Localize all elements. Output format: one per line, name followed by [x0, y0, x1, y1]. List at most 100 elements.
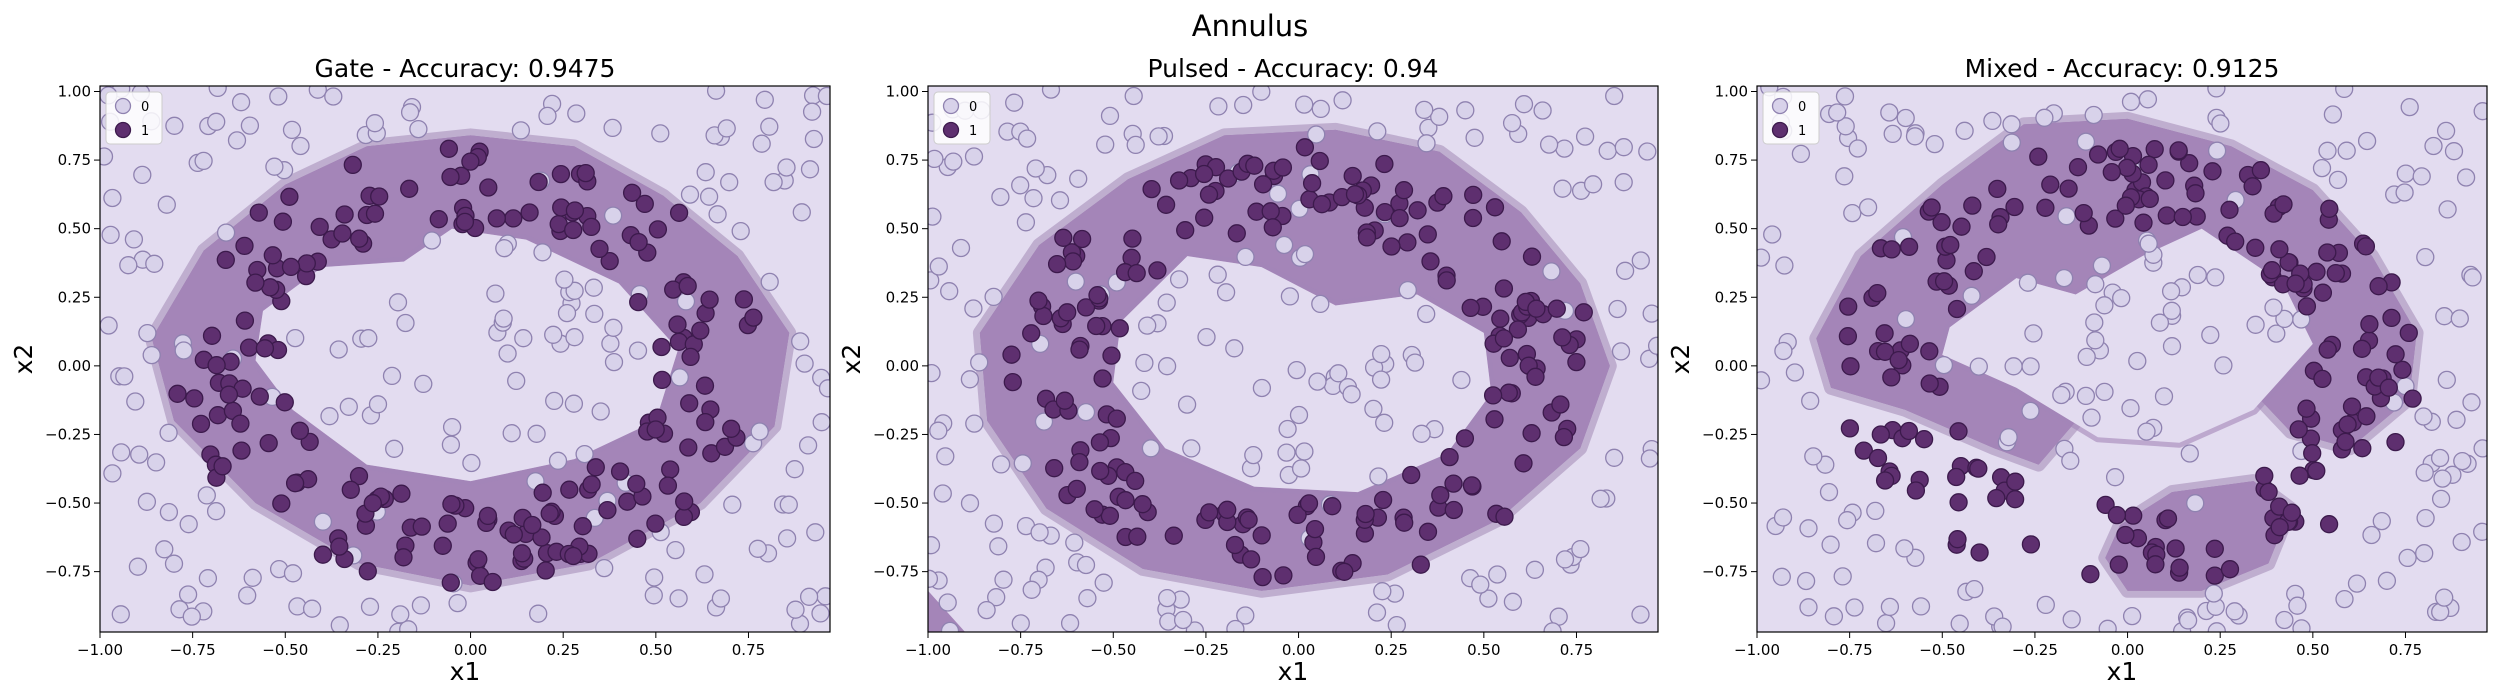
point-class-1	[1499, 383, 1518, 402]
point-class-0	[2416, 508, 2435, 528]
point-class-1	[1091, 461, 1110, 481]
point-class-0	[1843, 203, 1862, 223]
point-class-0	[329, 340, 348, 359]
point-class-1	[2356, 237, 2376, 256]
point-class-0	[1757, 371, 1771, 390]
point-class-0	[1801, 391, 1820, 411]
point-class-0	[1819, 482, 1839, 502]
point-class-0	[119, 256, 138, 275]
point-class-1	[2352, 339, 2372, 358]
point-class-1	[1029, 291, 1048, 310]
panel-title: Mixed - Accuracy: 0.9125	[1965, 54, 2280, 83]
point-class-1	[1176, 221, 1195, 240]
point-class-0	[936, 447, 955, 466]
point-class-0	[529, 604, 548, 623]
point-class-1	[461, 152, 480, 171]
point-class-0	[128, 557, 148, 576]
x-tick-label: 0.25	[2203, 641, 2236, 659]
point-class-1	[1305, 519, 1325, 539]
point-class-1	[1871, 425, 1890, 444]
point-class-0	[760, 272, 779, 292]
point-class-1	[2029, 147, 2048, 166]
point-class-1	[1554, 427, 1574, 447]
point-class-0	[1016, 213, 1036, 232]
legend-box	[105, 91, 163, 145]
point-class-0	[2357, 131, 2377, 151]
point-class-1	[1947, 467, 1966, 487]
panel-title: Gate - Accuracy: 0.9475	[315, 54, 616, 83]
point-class-0	[1022, 580, 1041, 599]
point-class-0	[1371, 370, 1391, 389]
panel-pulsed: Pulsed - Accuracy: 0.94 x1 x2 −1.00 −0.7…	[837, 54, 1659, 686]
point-class-1	[479, 178, 498, 197]
point-class-0	[130, 445, 149, 464]
point-class-0	[1291, 459, 1311, 478]
point-class-1	[2279, 253, 2298, 272]
point-class-1	[1875, 324, 1894, 343]
point-class-1	[1110, 319, 1129, 338]
point-class-1	[433, 536, 452, 555]
point-class-1	[1156, 195, 1176, 214]
point-class-1	[1947, 299, 1967, 319]
point-class-1	[598, 500, 617, 520]
point-class-0	[1041, 86, 1061, 99]
point-class-1	[1127, 263, 1146, 283]
point-class-1	[1922, 198, 1941, 217]
point-class-0	[1011, 176, 1030, 195]
point-class-0	[2201, 325, 2220, 345]
point-class-0	[1126, 135, 1145, 155]
point-class-0	[604, 318, 623, 337]
point-class-0	[1993, 617, 2012, 632]
point-class-0	[1412, 424, 1431, 443]
point-class-0	[286, 328, 305, 348]
point-class-0	[2225, 602, 2244, 621]
point-class-1	[1840, 419, 1860, 438]
point-class-1	[273, 212, 293, 231]
point-class-0	[1005, 93, 1024, 112]
point-class-0	[2095, 296, 2114, 315]
point-class-1	[573, 517, 592, 536]
point-class-1	[1302, 174, 1322, 193]
legend-label-class-1: 1	[969, 124, 977, 139]
point-class-0	[1533, 101, 1552, 120]
point-class-0	[2086, 331, 2105, 350]
point-class-1	[576, 163, 595, 183]
point-class-1	[2297, 399, 2316, 418]
point-class-1	[1527, 299, 1546, 318]
point-class-1	[1390, 208, 1409, 228]
point-class-1	[551, 164, 571, 184]
point-class-1	[582, 217, 601, 237]
point-class-1	[722, 419, 741, 438]
point-class-1	[1022, 324, 1041, 343]
point-class-0	[2431, 489, 2451, 509]
point-class-0	[2178, 611, 2198, 630]
point-class-0	[960, 494, 980, 513]
point-class-1	[191, 414, 211, 434]
point-class-0	[1456, 101, 1475, 120]
point-class-1	[1839, 297, 1858, 316]
point-class-0	[2473, 522, 2487, 541]
point-class-0	[644, 586, 663, 605]
x-tick-label: 0.75	[2389, 641, 2422, 659]
point-class-0	[2062, 610, 2081, 629]
point-class-0	[1488, 565, 1507, 584]
point-class-0	[984, 287, 1003, 307]
point-class-0	[1465, 128, 1484, 147]
point-class-0	[1542, 262, 1561, 281]
point-class-1	[1854, 441, 1873, 460]
point-class-0	[2150, 313, 2170, 332]
point-class-0	[1905, 127, 1925, 146]
point-class-0	[567, 104, 586, 123]
point-class-0	[1132, 381, 1151, 401]
point-class-1	[1047, 254, 1067, 274]
point-class-0	[174, 341, 193, 360]
point-class-0	[1848, 139, 1867, 158]
point-class-1	[679, 438, 698, 457]
y-tick-label: −0.75	[873, 563, 919, 581]
point-class-1	[2180, 154, 2199, 173]
point-class-0	[1066, 272, 1085, 291]
point-class-0	[302, 599, 322, 618]
point-class-0	[603, 206, 623, 225]
point-class-0	[2207, 622, 2226, 632]
point-class-0	[965, 414, 984, 433]
